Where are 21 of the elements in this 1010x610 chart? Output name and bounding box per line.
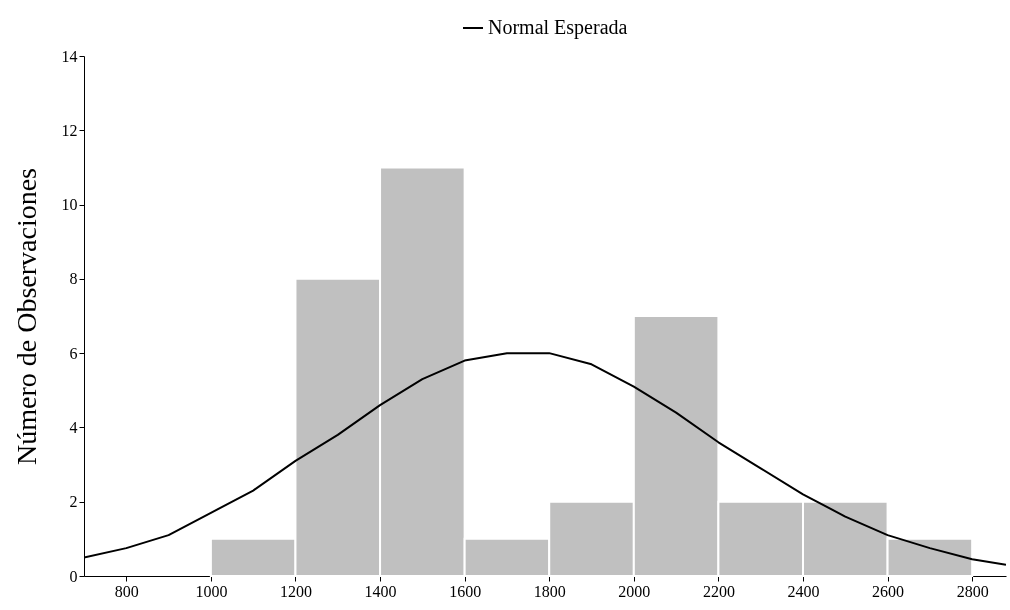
y-tick-label: 12 <box>61 121 78 139</box>
x-tick-label: 1200 <box>279 582 312 600</box>
legend-label: Normal Esperada <box>488 16 628 39</box>
x-tick-label: 2600 <box>872 582 905 600</box>
x-tick-label: 1800 <box>533 582 566 600</box>
y-tick-label: 4 <box>69 418 78 436</box>
x-tick-label: 1400 <box>364 582 397 600</box>
x-tick-label: 2000 <box>618 582 651 600</box>
x-tick-label: 2200 <box>702 582 735 600</box>
x-tick-label: 1000 <box>195 582 228 600</box>
x-tick-label: 2400 <box>787 582 820 600</box>
y-tick-label: 8 <box>69 270 78 288</box>
y-tick-label: 6 <box>69 344 78 362</box>
x-tick-label: 2800 <box>956 582 989 600</box>
y-axis-title: Número de Observaciones <box>10 167 42 466</box>
x-tick-label: 800 <box>114 582 139 600</box>
y-tick-label: 14 <box>61 47 78 65</box>
x-tick-label: 1600 <box>449 582 482 600</box>
y-tick-label: 2 <box>69 493 78 511</box>
y-tick-label: 10 <box>61 196 78 214</box>
y-tick-label: 0 <box>69 567 78 585</box>
